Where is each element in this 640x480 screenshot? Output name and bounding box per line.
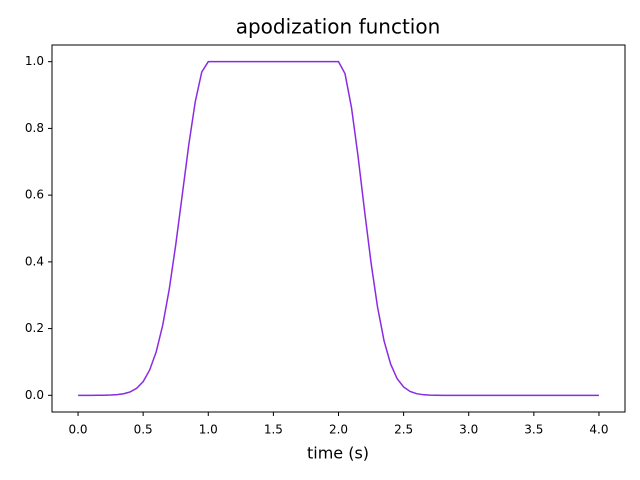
y-tick-label: 0.0 [25, 388, 44, 402]
x-tick-label: 3.0 [459, 423, 478, 437]
plot-frame [51, 44, 626, 413]
x-tick-label: 2.5 [394, 423, 413, 437]
x-tick-label: 4.0 [589, 423, 608, 437]
x-tick-label: 1.0 [199, 423, 218, 437]
y-tick-label: 0.4 [25, 254, 44, 268]
x-tick-label: 1.5 [264, 423, 283, 437]
y-tick-label: 0.8 [25, 121, 44, 135]
x-tick-label: 2.0 [329, 423, 348, 437]
x-tick-label: 3.5 [524, 423, 543, 437]
y-tick-label: 0.2 [25, 321, 44, 335]
y-tick-label: 1.0 [25, 54, 44, 68]
y-tick-label: 0.6 [25, 188, 44, 202]
x-tick-label: 0.0 [68, 423, 87, 437]
chart-title: apodization function [236, 15, 441, 39]
x-axis-label: time (s) [307, 444, 369, 463]
data-line [78, 60, 599, 397]
x-tick-label: 0.5 [134, 423, 153, 437]
